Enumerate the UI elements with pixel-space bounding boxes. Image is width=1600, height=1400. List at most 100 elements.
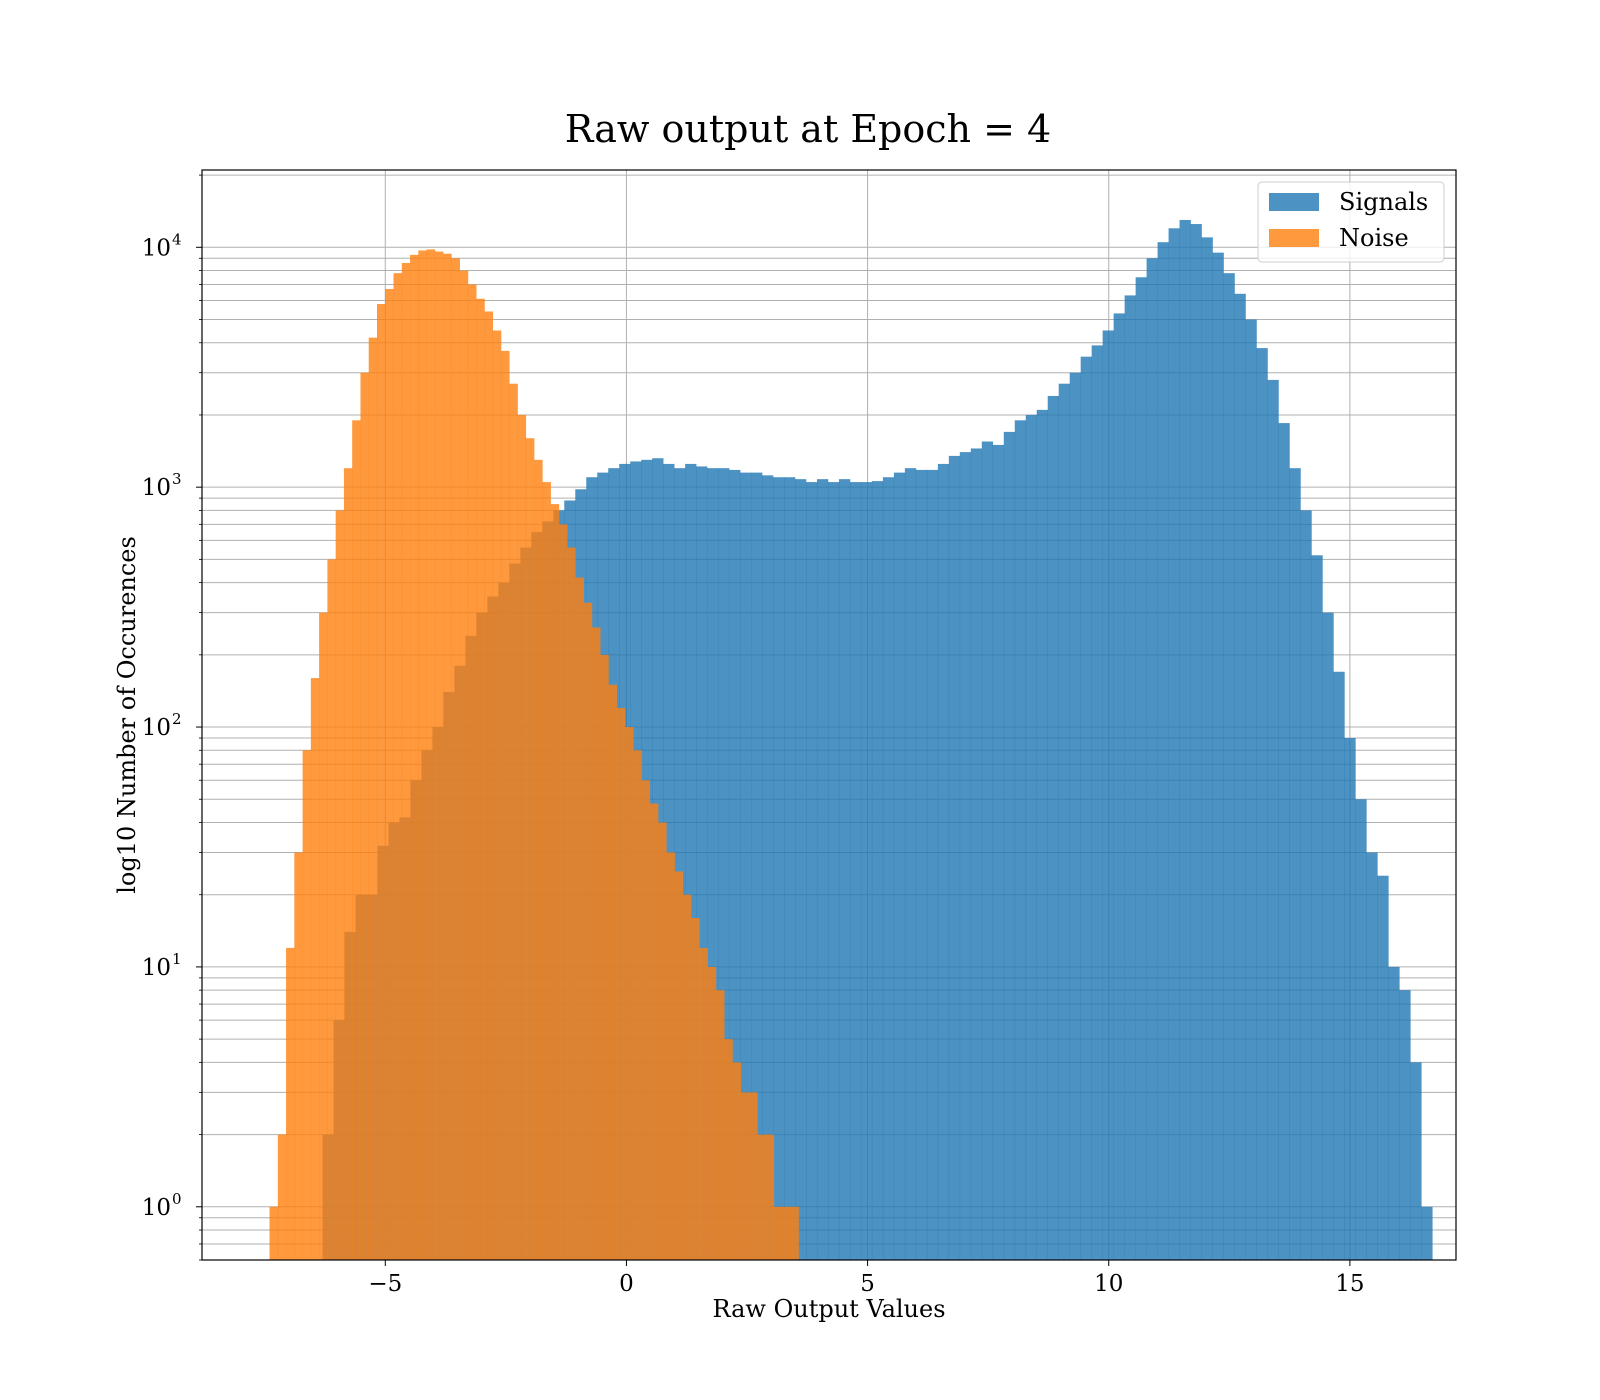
histogram-bar: [838, 479, 851, 1260]
histogram-bar: [525, 438, 535, 1260]
histogram-bar: [385, 289, 394, 1261]
histogram-bar: [360, 372, 370, 1261]
histogram-bar: [816, 479, 829, 1260]
y-tick-label: 10: [142, 955, 171, 981]
histogram-bar: [1080, 356, 1092, 1260]
histogram-bar: [649, 803, 659, 1260]
histogram-bar: [757, 1134, 766, 1260]
bars: [269, 219, 1433, 1261]
legend-label-signals: Signals: [1339, 188, 1428, 216]
histogram-bar: [633, 750, 642, 1260]
histogram-bar: [959, 452, 972, 1260]
y-axis-label: log10 Number of Occurences: [113, 536, 141, 894]
y-tick-label: 10: [142, 715, 171, 741]
histogram-bar: [732, 1062, 742, 1260]
chart-title: Raw output at Epoch = 4: [565, 107, 1051, 151]
histogram-bar: [1124, 295, 1136, 1261]
histogram-bar: [1366, 852, 1378, 1260]
histogram-bar: [699, 947, 708, 1260]
histogram-bar: [1256, 348, 1268, 1260]
histogram-bar: [1399, 990, 1411, 1260]
histogram-bar: [277, 1134, 287, 1260]
histogram-bar: [762, 475, 774, 1260]
legend-swatch-noise: [1269, 229, 1319, 247]
histogram-bar: [1311, 555, 1323, 1260]
y-tick-exponent: 0: [172, 1190, 182, 1208]
histogram-bar: [600, 654, 609, 1260]
histogram-bar: [286, 947, 295, 1260]
histogram-bar: [1146, 258, 1158, 1260]
histogram-bar: [1234, 293, 1246, 1260]
histogram-bar: [575, 577, 584, 1260]
x-tick-label: 10: [1094, 1271, 1123, 1297]
histogram-bar: [893, 472, 906, 1260]
histogram-bar: [567, 547, 576, 1260]
histogram-bar: [707, 966, 717, 1260]
histogram-bar: [926, 469, 939, 1260]
histogram-bar: [484, 311, 494, 1261]
histogram-bar: [1388, 966, 1400, 1260]
histogram-bar: [1289, 468, 1301, 1260]
histogram-bar: [1300, 510, 1312, 1261]
y-tick-exponent: 3: [172, 470, 182, 488]
histogram-bar: [1421, 1206, 1433, 1260]
histogram-bar: [368, 337, 378, 1260]
histogram-bar: [1377, 875, 1389, 1260]
histogram-bar: [696, 466, 708, 1260]
histogram-bar: [715, 990, 725, 1260]
histogram-bar: [550, 504, 560, 1260]
histogram-bar: [1003, 431, 1016, 1260]
histogram-bar: [904, 468, 917, 1260]
histogram-bar: [476, 298, 485, 1260]
y-tick-label: 10: [142, 235, 171, 261]
histogram-bar: [319, 612, 328, 1260]
histogram-bar: [718, 468, 730, 1260]
histogram-bar: [773, 477, 785, 1260]
legend: Signals Noise: [1257, 181, 1445, 263]
histogram-bar: [608, 684, 618, 1260]
histogram-bar: [992, 444, 1005, 1260]
histogram-bar: [849, 482, 862, 1261]
histogram-bar: [751, 472, 763, 1260]
histogram-bar: [1212, 252, 1224, 1261]
histogram-bar: [674, 468, 686, 1260]
histogram-bar: [1267, 379, 1279, 1261]
histogram-bar: [434, 251, 444, 1260]
histogram-bar: [882, 477, 895, 1260]
x-axis-label: Raw Output Values: [712, 1295, 945, 1323]
histogram-bar: [1014, 420, 1027, 1260]
histogram-bar: [1322, 612, 1334, 1260]
histogram-bar: [666, 852, 675, 1260]
histogram-bar: [682, 894, 692, 1260]
histogram-bar: [1168, 228, 1180, 1260]
histogram-bar: [948, 455, 961, 1260]
histogram-bar: [624, 727, 634, 1260]
x-tick-label: 15: [1335, 1271, 1364, 1297]
histogram-bar: [1278, 423, 1290, 1260]
histogram-bar: [542, 482, 551, 1261]
histogram-bar: [970, 448, 983, 1260]
histogram-bar: [558, 524, 568, 1260]
histogram-bar: [443, 253, 452, 1260]
histogram-bar: [915, 469, 928, 1260]
plot-frame: [201, 169, 1457, 1261]
histogram-bar: [1091, 345, 1103, 1260]
histogram-bar: [1069, 372, 1081, 1261]
histogram-bar: [376, 304, 386, 1260]
histogram-bar: [467, 284, 477, 1260]
histogram-bar: [1245, 319, 1257, 1260]
histogram-bar: [740, 1092, 750, 1260]
y-tick-exponent: 2: [172, 710, 182, 728]
histogram-bar: [1025, 414, 1038, 1260]
histogram-bar: [500, 350, 510, 1260]
histogram-bar: [393, 273, 403, 1260]
histogram-bar: [981, 441, 994, 1260]
histogram-bar: [1102, 330, 1114, 1260]
histogram-bar: [509, 383, 518, 1260]
histogram-bar: [327, 559, 336, 1260]
y-tick-exponent: 1: [172, 950, 182, 968]
histogram-bar: [1355, 799, 1367, 1260]
histogram-bar: [1190, 224, 1202, 1260]
histogram-bar: [773, 1206, 783, 1260]
histogram-bar: [1410, 1062, 1422, 1260]
